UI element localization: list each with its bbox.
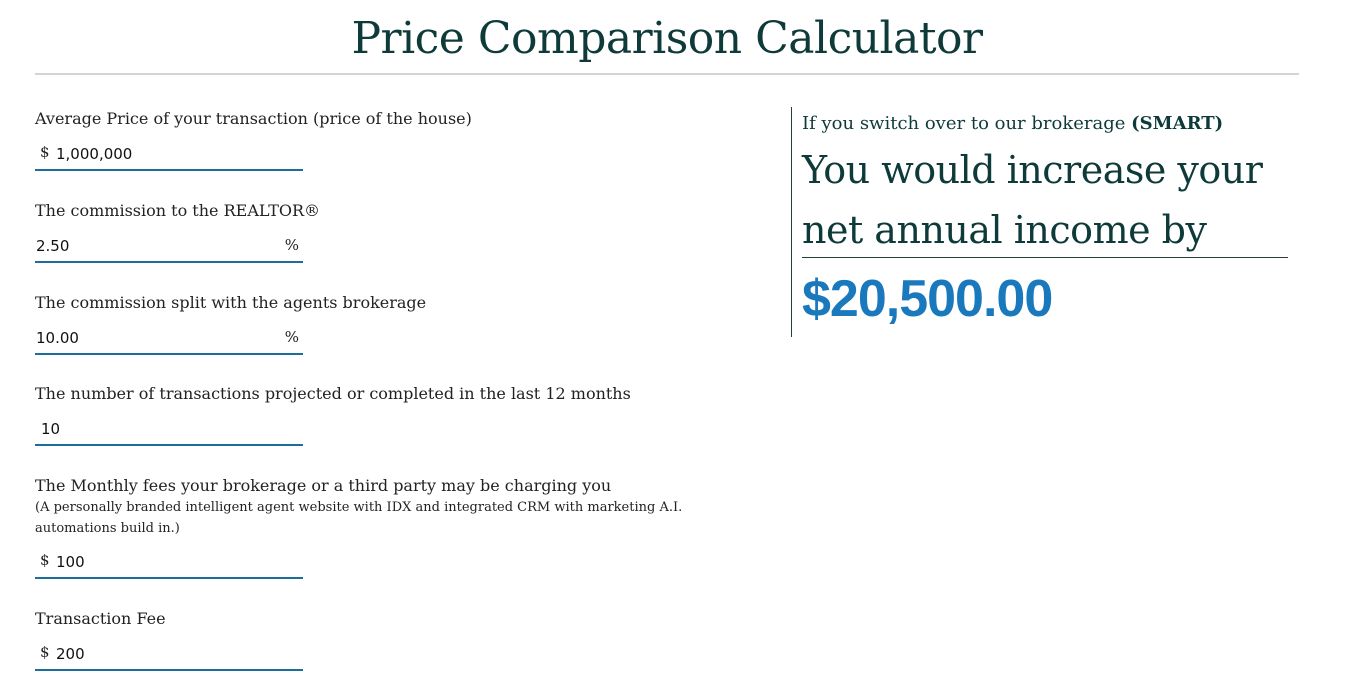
average-price-label: Average Price of your transaction (price…	[35, 109, 472, 128]
currency-prefix: $	[40, 551, 50, 569]
page-title: Price Comparison Calculator	[351, 13, 983, 64]
title-divider	[35, 73, 1299, 75]
result-intro-text: If you switch over to our brokerage	[802, 113, 1126, 134]
result-headline: You would increase your net annual incom…	[802, 148, 1263, 252]
monthly-fees-field: The Monthly fees your brokerage or a thi…	[35, 475, 735, 579]
transaction-fee-input[interactable]: $ 200	[35, 637, 303, 671]
commission-label: The commission to the REALTOR®	[35, 201, 321, 220]
monthly-fees-value[interactable]: 100	[56, 553, 85, 571]
average-price-input[interactable]: $ 1,000,000	[35, 137, 303, 171]
transaction-fee-value[interactable]: 200	[56, 645, 85, 663]
average-price-value[interactable]: 1,000,000	[56, 145, 133, 163]
commission-split-field: The commission split with the agents bro…	[35, 292, 735, 355]
average-price-field: Average Price of your transaction (price…	[35, 108, 735, 171]
currency-prefix: $	[40, 143, 50, 161]
result-underline	[802, 257, 1288, 258]
monthly-fees-description: (A personally branded intelligent agent …	[35, 500, 683, 536]
commission-input[interactable]: 2.50 %	[35, 229, 303, 263]
transactions-input[interactable]: 10	[35, 412, 303, 446]
monthly-fees-label: The Monthly fees your brokerage or a thi…	[35, 476, 612, 495]
commission-value[interactable]: 2.50	[36, 237, 70, 255]
transactions-value[interactable]: 10	[41, 420, 61, 438]
transactions-field: The number of transactions projected or …	[35, 383, 735, 446]
transaction-fee-field: Transaction Fee $ 200	[35, 608, 735, 671]
monthly-fees-input[interactable]: $ 100	[35, 545, 303, 579]
transactions-label: The number of transactions projected or …	[35, 384, 631, 403]
result-intro: If you switch over to our brokerage (SMA…	[802, 112, 1223, 136]
currency-prefix: $	[40, 643, 50, 661]
percent-suffix: %	[284, 236, 299, 254]
commission-split-value[interactable]: 10.00	[36, 329, 79, 347]
percent-suffix: %	[284, 328, 299, 346]
result-divider	[791, 107, 792, 337]
brokerage-brand: (SMART)	[1131, 113, 1224, 134]
income-increase-amount: $20,500.00	[802, 270, 1053, 328]
transaction-fee-label: Transaction Fee	[35, 609, 166, 628]
commission-split-label: The commission split with the agents bro…	[35, 293, 427, 312]
commission-split-input[interactable]: 10.00 %	[35, 321, 303, 355]
commission-field: The commission to the REALTOR® 2.50 %	[35, 200, 735, 263]
